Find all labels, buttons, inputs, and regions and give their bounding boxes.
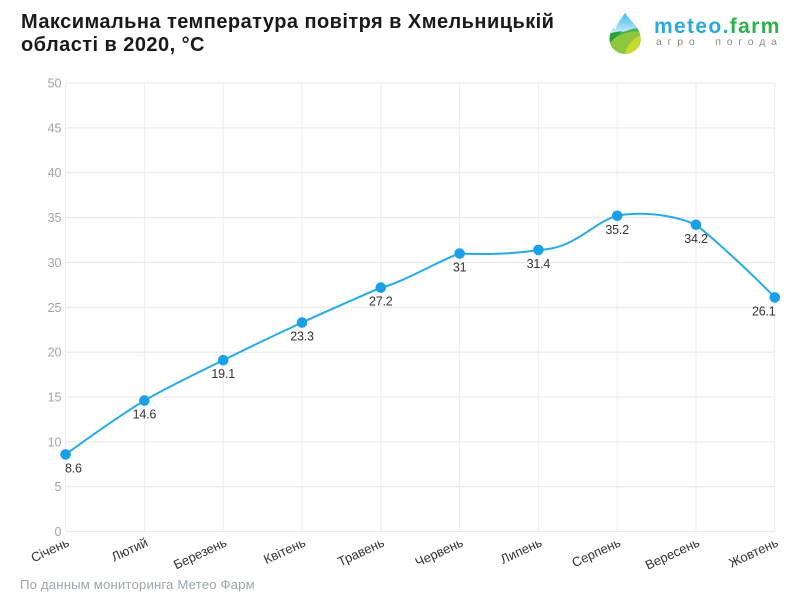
svg-text:Серпень: Серпень bbox=[569, 535, 623, 571]
svg-text:8.6: 8.6 bbox=[65, 461, 82, 475]
svg-text:10: 10 bbox=[48, 435, 62, 449]
svg-text:45: 45 bbox=[48, 121, 62, 135]
svg-text:Лютий: Лютий bbox=[109, 535, 150, 565]
svg-text:40: 40 bbox=[48, 166, 62, 180]
svg-text:15: 15 bbox=[48, 391, 62, 405]
svg-text:Березень: Березень bbox=[171, 535, 229, 573]
svg-text:25: 25 bbox=[48, 301, 62, 315]
svg-text:0: 0 bbox=[55, 525, 62, 539]
svg-text:Січень: Січень bbox=[29, 535, 72, 566]
svg-text:27.2: 27.2 bbox=[369, 295, 393, 309]
svg-text:23.3: 23.3 bbox=[290, 330, 314, 344]
svg-text:35.2: 35.2 bbox=[605, 223, 629, 237]
svg-text:34.2: 34.2 bbox=[684, 232, 708, 246]
svg-text:14.6: 14.6 bbox=[133, 408, 157, 422]
svg-text:Травень: Травень bbox=[335, 535, 387, 570]
svg-text:30: 30 bbox=[48, 256, 62, 270]
svg-text:19.1: 19.1 bbox=[211, 367, 235, 381]
svg-text:50: 50 bbox=[48, 77, 62, 91]
svg-text:31.4: 31.4 bbox=[527, 257, 551, 271]
svg-text:31: 31 bbox=[453, 261, 467, 275]
svg-text:20: 20 bbox=[48, 346, 62, 360]
svg-text:Червень: Червень bbox=[413, 535, 466, 570]
svg-text:Жовтень: Жовтень bbox=[726, 535, 780, 571]
svg-text:Квітень: Квітень bbox=[261, 535, 308, 567]
svg-text:Липень: Липень bbox=[498, 535, 544, 567]
svg-text:5: 5 bbox=[55, 480, 62, 494]
svg-text:26.1: 26.1 bbox=[752, 304, 776, 318]
svg-text:35: 35 bbox=[48, 211, 62, 225]
svg-text:Вересень: Вересень bbox=[643, 535, 702, 573]
